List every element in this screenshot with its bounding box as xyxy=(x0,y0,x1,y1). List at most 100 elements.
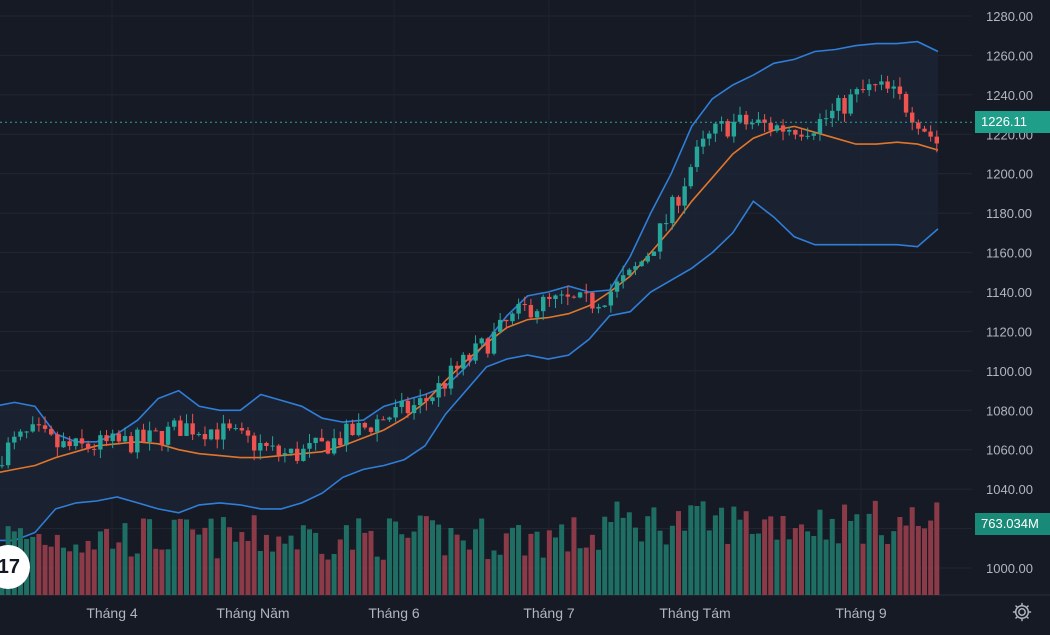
candle-body xyxy=(319,437,324,442)
candle-body xyxy=(676,196,681,206)
volume-bar xyxy=(294,549,300,595)
volume-bar xyxy=(509,527,515,595)
volume-bar xyxy=(97,531,103,595)
volume-bar xyxy=(245,540,251,595)
candle-body xyxy=(122,436,128,442)
volume-bar xyxy=(325,559,331,595)
volume-bar xyxy=(239,532,245,595)
volume-bar xyxy=(743,511,749,595)
volume-bar xyxy=(669,525,675,595)
candle-body xyxy=(916,122,921,129)
candle-body xyxy=(516,303,521,314)
volume-bar xyxy=(909,507,915,595)
volume-bar xyxy=(177,518,183,595)
candle-body xyxy=(153,430,158,432)
volume-bar xyxy=(202,527,208,595)
gear-icon[interactable] xyxy=(1010,600,1034,624)
candle-body xyxy=(811,133,816,136)
volume-bar xyxy=(651,507,657,595)
candle-body xyxy=(73,438,78,447)
candle-body xyxy=(362,422,368,428)
volume-bar xyxy=(380,559,386,595)
candle-body xyxy=(768,122,773,131)
candle-body xyxy=(184,423,189,436)
candle-body xyxy=(891,86,896,89)
volume-bar xyxy=(30,536,36,595)
candle-body xyxy=(116,433,122,442)
volume-bar xyxy=(417,515,423,595)
candle-body xyxy=(590,292,595,309)
candle-body xyxy=(596,306,601,309)
candle-body xyxy=(670,196,675,224)
candle-body xyxy=(461,354,466,369)
price-axis[interactable]: 1280.001260.001240.001220.001200.001180.… xyxy=(986,9,1033,576)
candle-body xyxy=(879,81,884,85)
candle-body xyxy=(399,400,404,408)
candle-body xyxy=(128,436,134,453)
candle-body xyxy=(288,448,294,454)
volume-bar xyxy=(356,518,362,595)
candle-body xyxy=(387,417,392,420)
volume-bar xyxy=(79,552,85,595)
candle-body xyxy=(836,98,841,111)
volume-bar xyxy=(251,515,257,595)
volume-bar xyxy=(110,548,116,595)
candle-body xyxy=(700,138,706,147)
volume-bar xyxy=(663,544,669,595)
volume-bar xyxy=(903,525,909,595)
candle-body xyxy=(61,441,66,448)
candle-body xyxy=(491,331,497,354)
volume-bar xyxy=(842,504,848,595)
time-axis[interactable]: Tháng 4 Tháng Năm Tháng 6 Tháng 7 Tháng Tám T… xyxy=(86,605,887,621)
candle-body xyxy=(743,114,749,125)
volume-bar xyxy=(423,516,429,595)
candle-body xyxy=(885,81,890,89)
volume-bar xyxy=(171,519,177,595)
volume-bar xyxy=(614,501,620,595)
volume-bar xyxy=(134,553,140,595)
bollinger-bands xyxy=(0,40,939,542)
price-tick-label: 1280.00 xyxy=(986,9,1033,24)
volume-bar xyxy=(608,522,614,595)
volume-bar xyxy=(466,549,472,595)
candle-body xyxy=(104,435,109,442)
candle-body xyxy=(245,430,251,436)
volume-bar xyxy=(473,529,479,595)
volume-bar xyxy=(220,517,226,595)
candle-body xyxy=(922,128,927,132)
volume-bar xyxy=(67,551,73,595)
candle-body xyxy=(165,426,171,445)
volume-bar xyxy=(331,553,337,595)
candle-body xyxy=(424,398,429,402)
candle-body xyxy=(633,266,638,270)
volume-bar xyxy=(934,502,940,595)
candle-body xyxy=(805,135,810,137)
candle-body xyxy=(620,275,626,282)
candle-body xyxy=(559,294,564,296)
price-tick-label: 1080.00 xyxy=(986,403,1033,418)
volume-bar xyxy=(872,500,878,595)
volume-bar xyxy=(546,530,552,595)
volume-bar xyxy=(749,533,755,595)
volume-bar xyxy=(645,516,651,595)
volume-bar xyxy=(460,540,466,595)
candle-body xyxy=(270,445,275,447)
candle-body xyxy=(577,292,583,298)
candle-body xyxy=(331,438,337,454)
volume-bar xyxy=(257,551,263,595)
volume-bar xyxy=(233,541,239,595)
candle-body xyxy=(141,429,146,442)
volume-bar xyxy=(48,546,54,595)
candle-body xyxy=(756,119,761,123)
candle-body xyxy=(18,431,23,437)
candle-body xyxy=(418,398,423,406)
price-tick-label: 1200.00 xyxy=(986,167,1033,182)
candle-body xyxy=(910,112,915,123)
lower-band xyxy=(0,200,939,542)
volume-label: 763.034M xyxy=(975,513,1050,535)
candle-body xyxy=(282,453,288,456)
candle-body xyxy=(750,122,755,125)
price-tick-label: 1040.00 xyxy=(986,482,1033,497)
